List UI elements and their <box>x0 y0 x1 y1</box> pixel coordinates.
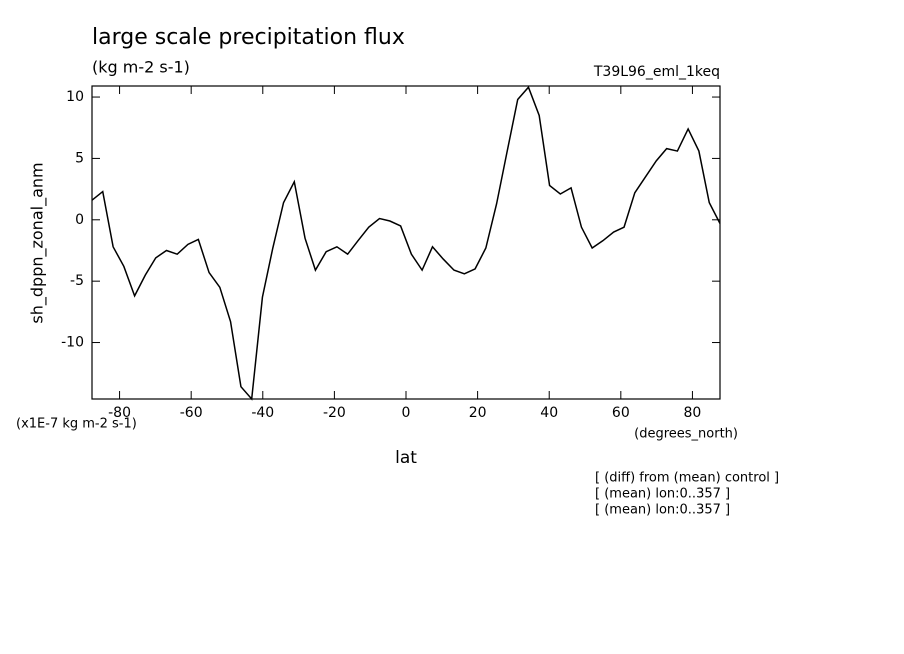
x-tick-label: -80 <box>108 405 131 421</box>
note: [ (mean) lon:0..357 ] <box>595 487 730 502</box>
y-tick-label: 0 <box>75 212 84 228</box>
x-tick-label: -20 <box>323 405 346 421</box>
x-units: (degrees_north) <box>634 427 738 442</box>
y-tick-label: -10 <box>61 335 84 351</box>
chart-title: large scale precipitation flux <box>92 25 405 50</box>
note: [ (diff) from (mean) control ] <box>595 471 779 486</box>
plot-frame <box>91 85 721 400</box>
note: [ (mean) lon:0..357 ] <box>595 503 730 518</box>
y-axis-label: sh_dppn_zonal_anm <box>28 162 48 323</box>
y-tick-label: 10 <box>66 89 84 105</box>
x-tick-label: -40 <box>251 405 274 421</box>
y-tick-label: 5 <box>75 150 84 166</box>
y-tick-label: -5 <box>70 273 84 289</box>
x-tick-label: 40 <box>540 405 558 421</box>
y-units: (x1E-7 kg m-2 s-1) <box>16 417 137 432</box>
x-tick-label: 20 <box>469 405 487 421</box>
data-line <box>91 85 721 401</box>
dataset-label: T39L96_eml_1keq <box>593 64 720 80</box>
x-tick-label: 60 <box>612 405 630 421</box>
x-tick-label: 80 <box>684 405 702 421</box>
x-axis-label: lat <box>395 448 417 468</box>
x-tick-label: 0 <box>402 405 411 421</box>
chart-subtitle: (kg m-2 s-1) <box>92 58 190 77</box>
x-tick-label: -60 <box>180 405 203 421</box>
